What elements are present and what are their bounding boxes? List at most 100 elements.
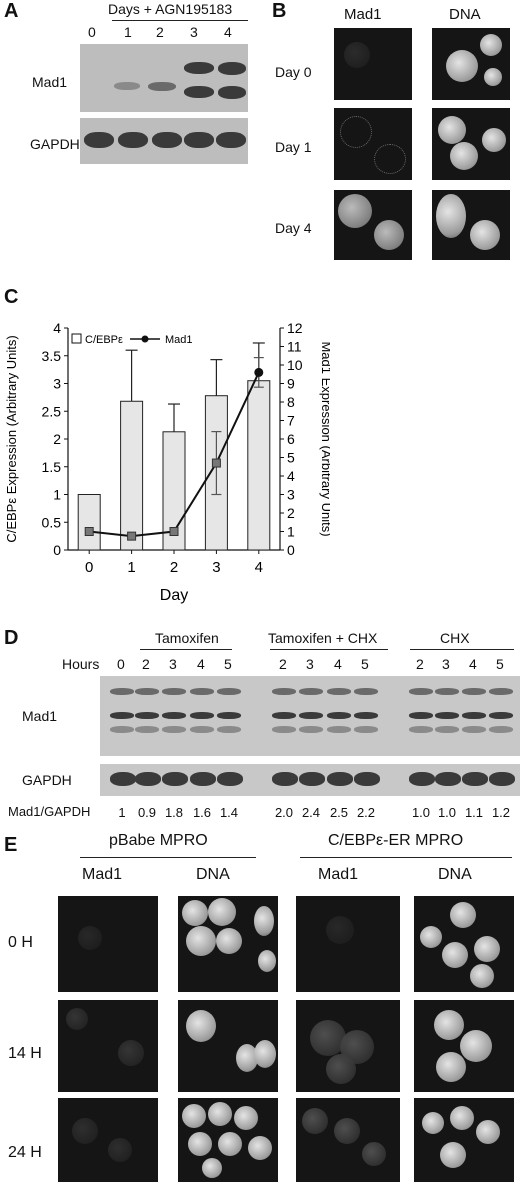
group-rule	[80, 857, 256, 858]
group-rule	[410, 649, 514, 650]
y-tick-label-left: 0.5	[42, 514, 62, 530]
panel-d-group-chx: CHX	[440, 630, 470, 646]
y-tick-label-right: 9	[287, 376, 295, 392]
micrograph	[58, 1098, 158, 1182]
blot-band	[217, 726, 241, 733]
y-tick-label-left: 3	[53, 376, 61, 392]
blot-band	[272, 712, 296, 719]
panel-e-group-cebp: C/EBPε-ER MPRO	[328, 832, 464, 849]
y-tick-label-right: 12	[287, 320, 303, 336]
y-tick-label-right: 4	[287, 468, 295, 484]
mad1-point	[211, 458, 221, 468]
cell	[420, 926, 442, 948]
cell	[182, 900, 208, 926]
panel-d-hours-label: Hours	[62, 656, 100, 672]
panel-a-row-gapdh: GAPDH	[30, 136, 80, 152]
day-label: 2	[156, 24, 164, 40]
group-rule	[270, 649, 388, 650]
cell	[258, 950, 276, 972]
panel-d-row-gapdh: GAPDH	[22, 772, 72, 788]
micrograph	[414, 1098, 514, 1182]
blot-band	[110, 772, 136, 786]
blot-band	[152, 132, 182, 148]
x-tick-label: 2	[170, 559, 178, 576]
y-tick-label-right: 5	[287, 450, 295, 466]
micrograph	[414, 896, 514, 992]
panel-d-ratio-label: Mad1/GAPDH	[8, 804, 91, 819]
cell	[248, 1136, 272, 1160]
micrograph	[296, 896, 400, 992]
blot-band	[162, 772, 188, 786]
blot-band	[435, 712, 459, 719]
cell	[440, 1142, 466, 1168]
x-tick-label: 3	[212, 559, 220, 576]
blot-band	[354, 688, 378, 695]
cell	[344, 42, 370, 68]
blot-band	[409, 726, 433, 733]
ratio-value: 1.6	[192, 805, 212, 820]
cell	[470, 964, 494, 988]
micrograph	[334, 28, 412, 100]
hour-label: 4	[469, 656, 477, 672]
blot-band	[162, 712, 186, 719]
blot-band	[162, 726, 186, 733]
ratio-value: 1.8	[164, 805, 184, 820]
panel-c-label: C	[4, 286, 19, 308]
blot-band	[272, 772, 298, 786]
blot-band	[299, 772, 325, 786]
panel-d-group-tam-chx: Tamoxifen + CHX	[268, 630, 378, 646]
cell	[302, 1108, 328, 1134]
cell	[442, 942, 468, 968]
blot-band	[327, 688, 351, 695]
micrograph	[296, 1098, 400, 1182]
micrograph	[296, 1000, 400, 1092]
mad1-point	[169, 527, 179, 536]
bar	[120, 400, 144, 551]
blot-band	[84, 132, 114, 148]
panel-d-gapdh-blot	[100, 764, 520, 796]
ratio-value: 1.2	[491, 805, 511, 820]
panel-e-group-pbabe: pBabe MPRO	[109, 832, 208, 849]
blot-band	[110, 726, 134, 733]
blot-band	[110, 688, 134, 695]
bar	[247, 380, 271, 551]
y-tick-label-right: 10	[287, 357, 303, 373]
ratio-value: 1.1	[464, 805, 484, 820]
cell	[326, 916, 354, 944]
hour-label: 2	[416, 656, 424, 672]
cell	[476, 1120, 500, 1144]
panel-e-row-24h: 24 H	[8, 1144, 42, 1161]
panel-b-row-day4: Day 4	[275, 220, 312, 236]
x-axis-title: Day	[160, 587, 188, 604]
blot-band	[162, 688, 186, 695]
cell	[450, 902, 476, 928]
hour-label: 5	[496, 656, 504, 672]
bar	[77, 494, 101, 551]
panel-e-row-14h: 14 H	[8, 1045, 42, 1062]
blot-band	[327, 712, 351, 719]
blot-band	[135, 688, 159, 695]
panel-d-group-tamoxifen: Tamoxifen	[155, 630, 219, 646]
blot-band	[409, 772, 435, 786]
blot-band	[190, 712, 214, 719]
cell	[474, 936, 500, 962]
blot-band	[190, 688, 214, 695]
panel-a-header: Days + AGN195183	[108, 1, 233, 17]
micrograph	[178, 1000, 278, 1092]
blot-band	[272, 726, 296, 733]
legend-line-marker	[141, 335, 149, 343]
blot-band	[118, 132, 148, 148]
cell	[254, 906, 274, 936]
legend-bar-label: C/EBPε	[85, 334, 123, 346]
cell	[438, 116, 466, 144]
ratio-value: 1.0	[411, 805, 431, 820]
blot-band	[299, 712, 323, 719]
blot-band	[184, 132, 214, 148]
cell	[186, 926, 216, 956]
blot-band	[462, 688, 486, 695]
ratio-value: 2.0	[274, 805, 294, 820]
y-tick-label-left: 2.5	[42, 403, 62, 419]
cell	[236, 1044, 258, 1072]
panel-d-label: D	[4, 627, 19, 649]
blot-band	[489, 772, 515, 786]
